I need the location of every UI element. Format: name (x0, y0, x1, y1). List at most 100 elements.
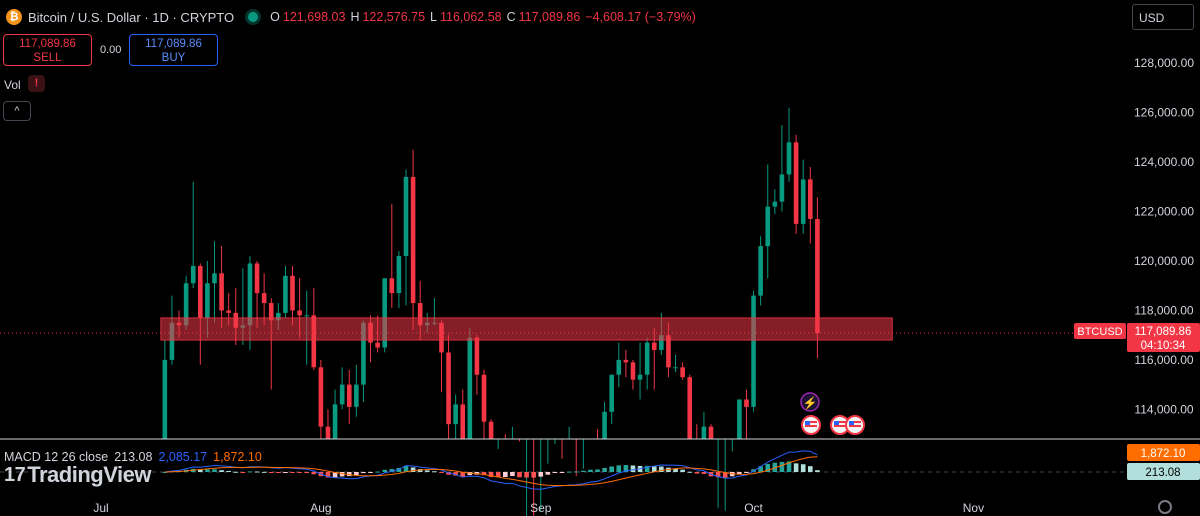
candle-body (800, 179, 806, 224)
candle-body (325, 426, 331, 439)
macd-histogram-bar (793, 463, 799, 472)
candle-body (198, 265, 203, 318)
macd-histogram-bar (744, 472, 749, 473)
candle-body (226, 310, 231, 313)
macd-histogram-bar (311, 472, 317, 475)
macd-histogram-bar (552, 472, 558, 473)
candle-body (375, 342, 380, 348)
candle-body (651, 342, 657, 350)
candle-body (332, 404, 338, 439)
candle-body (396, 256, 402, 294)
macd-histogram-bar (503, 472, 508, 478)
macd-histogram-bar (233, 471, 239, 473)
macd-histogram-bar (680, 469, 685, 472)
candle-body (673, 367, 678, 369)
candle-body (808, 179, 813, 219)
candle-body (602, 411, 607, 439)
low-label: L (430, 10, 437, 24)
tradingview-wordmark: TradingView (27, 462, 151, 487)
sell-button[interactable]: 117,089.86 SELL (3, 34, 92, 66)
price-tick-label: 114,000.00 (1134, 402, 1193, 416)
macd-histogram-bar (808, 466, 813, 472)
volume-indicator-label[interactable]: Vol (4, 78, 21, 92)
macd-histogram-bar (488, 472, 494, 478)
candle-body (744, 399, 749, 407)
macd-histogram-bar (396, 467, 402, 472)
ai-event-icon[interactable]: ⚡ (800, 392, 820, 412)
economic-events[interactable]: ⚡ (800, 392, 865, 435)
histogram-axis-tag: 213.08 (1145, 467, 1180, 479)
macd-histogram-bar (531, 472, 536, 478)
candle-body (261, 293, 267, 304)
signal-line (164, 456, 818, 487)
candle-body (354, 384, 359, 407)
price-tick-label: 124,000.00 (1134, 155, 1194, 169)
tradingview-logo[interactable]: 17 TradingView (4, 462, 151, 488)
macd-histogram-bar (368, 472, 373, 473)
candle-body (169, 322, 175, 360)
us-flag-event-icon[interactable] (845, 415, 865, 435)
candle-body (361, 322, 366, 385)
histogram-tag-bg (1127, 463, 1200, 480)
macd-histogram-bar (510, 472, 515, 477)
price-tick-label: 126,000.00 (1134, 106, 1194, 120)
macd-histogram-bar (481, 472, 487, 476)
currency-select[interactable]: USD (1132, 4, 1194, 30)
macd-histogram-bar (346, 472, 352, 477)
macd-histogram-bar (339, 472, 345, 477)
candle-body (162, 359, 168, 439)
high-value: 122,576.75 (362, 10, 426, 24)
macd-histogram-bar (694, 472, 700, 474)
price-tick-label: 118,000.00 (1134, 303, 1193, 317)
macd-histogram-bar (779, 461, 785, 472)
candle-body (488, 421, 494, 439)
candle-body (779, 174, 785, 202)
macd-histogram-bar (460, 472, 466, 477)
candle-body (290, 275, 295, 311)
macd-histogram-bar (758, 466, 763, 472)
macd-histogram-bar (162, 472, 168, 473)
macd-histogram-bar (453, 472, 458, 476)
time-tick-label: Jul (93, 501, 108, 515)
close-value: 117,089.86 (518, 10, 581, 24)
candle-body (382, 278, 388, 348)
signal-axis-tag: 1,872.10 (1141, 448, 1186, 460)
candle-body (283, 275, 288, 313)
macd-histogram-bar (240, 472, 246, 473)
macd-histogram-bar (630, 465, 636, 472)
price-tick-label: 128,000.00 (1134, 56, 1194, 70)
symbol-title[interactable]: Bitcoin / U.S. Dollar · 1D · CRYPTO (28, 9, 235, 25)
us-flag-event-icon[interactable] (801, 415, 821, 435)
price-axis[interactable]: 114,000.00 116,000.00 118,000.00 120,000.00… (1134, 56, 1194, 416)
macd-histogram-bar (722, 472, 728, 478)
signal-line-value: 1,872.10 (213, 450, 262, 464)
collapse-indicators-button[interactable]: ^ (3, 101, 31, 121)
candle-body (623, 359, 629, 363)
time-tick-label: Sep (530, 501, 552, 515)
macd-title: MACD 12 26 close (4, 450, 109, 464)
macd-legend[interactable]: MACD 12 26 close 213.08 2,085.17 1,872.1… (4, 450, 262, 464)
candle-body (815, 219, 820, 333)
macd-histogram-bar (786, 461, 792, 472)
high-label: H (350, 10, 360, 24)
macd-histogram-bar (800, 464, 806, 472)
ohlc-values: O 121,698.03 H 122,576.75 L 116,062.58 C 117… (270, 10, 696, 24)
candle-body (616, 359, 622, 375)
supply-zone-rectangle[interactable] (160, 317, 893, 341)
macd-histogram-bar (354, 472, 359, 476)
candle-body (339, 384, 345, 405)
macd-histogram-bar (772, 462, 778, 472)
warning-icon[interactable]: ! (28, 75, 45, 92)
sell-label: SELL (33, 52, 62, 64)
candle-body (268, 303, 274, 321)
time-tick-label: Nov (963, 501, 984, 515)
buy-button[interactable]: 117,089.86 BUY (129, 34, 218, 66)
low-value: 116,062.58 (439, 10, 502, 24)
macd-histogram-bar (375, 471, 380, 473)
settings-gear-icon[interactable] (1158, 500, 1172, 514)
macd-histogram-bar (573, 471, 579, 473)
time-axis[interactable]: Jul Aug Sep Oct Nov (93, 501, 984, 515)
macd-histogram-bar (198, 469, 203, 472)
macd-histogram-bar (545, 472, 551, 475)
